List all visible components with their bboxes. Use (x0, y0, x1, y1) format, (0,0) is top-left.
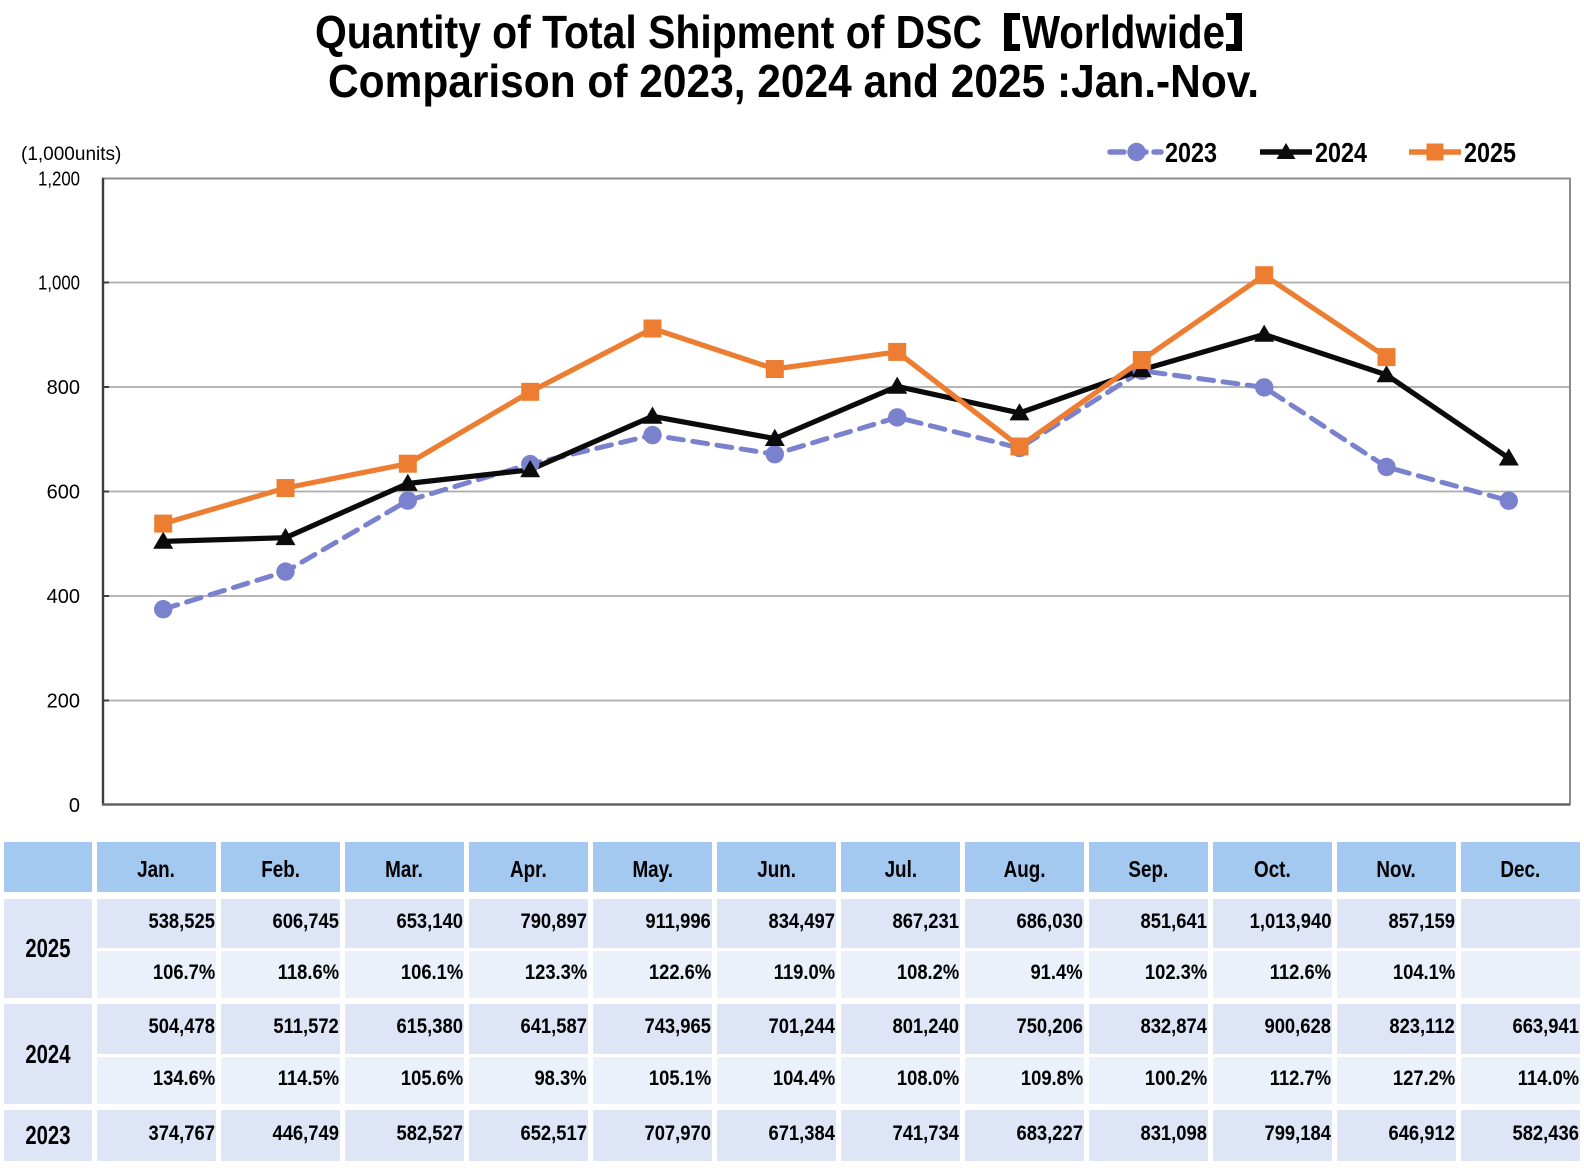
svg-text:400: 400 (47, 586, 80, 608)
svg-text:2025: 2025 (1464, 137, 1516, 168)
svg-text:2024: 2024 (1315, 137, 1367, 168)
svg-text:1,200: 1,200 (38, 169, 80, 191)
svg-text:Quantity of Total Shipment of: Quantity of Total Shipment of DSC (315, 6, 982, 58)
svg-text:Comparison of 2023, 2024 and 2: Comparison of 2023, 2024 and 2025 :Jan.-… (328, 55, 1259, 107)
svg-text:2023: 2023 (1165, 137, 1217, 168)
svg-text:(1,000units): (1,000units) (21, 144, 121, 165)
svg-text:200: 200 (47, 691, 80, 713)
svg-text:0: 0 (69, 795, 80, 817)
svg-text:800: 800 (47, 377, 80, 399)
svg-text:Worldwide: Worldwide (1022, 6, 1225, 58)
svg-text:600: 600 (47, 482, 80, 504)
svg-text:1,000: 1,000 (38, 273, 80, 295)
